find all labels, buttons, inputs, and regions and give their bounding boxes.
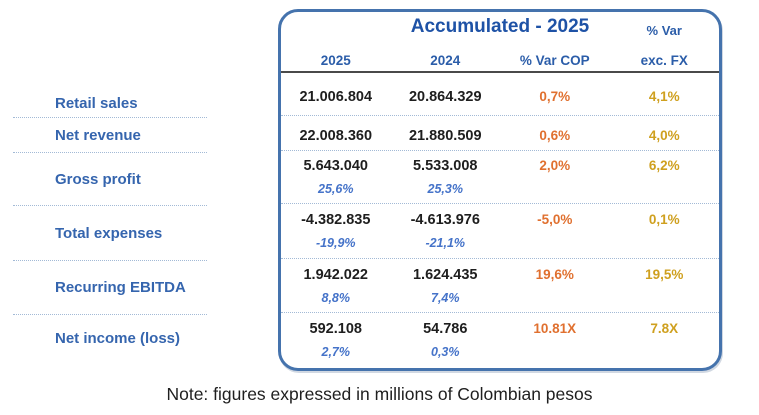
- row-label-gross-profit: Gross profit: [13, 153, 207, 206]
- footnote: Note: figures expressed in millions of C…: [166, 384, 593, 404]
- net-revenue-2024: 21.880.509: [408, 128, 482, 144]
- gross-profit-2025-pct: 25,6%: [318, 182, 354, 196]
- col-header-2025: 2025: [320, 53, 351, 68]
- retail-sales-var-fx: 4,1%: [648, 89, 680, 104]
- table-header: Accumulated - 2025 % Var 2025 2024 % Var…: [281, 12, 719, 73]
- retail-sales-2024: 20.864.329: [408, 89, 482, 105]
- col-header-var-fx-line1: % Var: [646, 23, 682, 38]
- row-label-net-income: Net income (loss): [55, 330, 181, 347]
- table-row-gross-profit: 5.643.040 25,6% 5.533.008 25,3% 2,0% 6,2…: [281, 151, 719, 204]
- table-row-net-income: 592.108 2,7% 54.786 0,3% 10.81X 7.8X: [281, 313, 719, 366]
- net-income-var-cop: 10.81X: [533, 320, 577, 336]
- net-income-2025-pct: 2,7%: [321, 344, 351, 359]
- gross-profit-var-cop: 2,0%: [539, 158, 571, 173]
- gross-profit-2024: 5.533.008: [412, 158, 478, 174]
- column-headers-row: 2025 2024 % Var COP exc. FX: [281, 53, 719, 68]
- gross-profit-2024-pct: 25,3%: [427, 182, 463, 196]
- table-title: Accumulated - 2025: [410, 16, 590, 37]
- net-income-2024: 54.786: [423, 320, 468, 337]
- table-row-net-revenue: 22.008.360 21.880.509 0,6% 4,0%: [281, 116, 719, 151]
- recurring-ebitda-var-cop: 19,6%: [535, 266, 574, 282]
- accumulated-table: Accumulated - 2025 % Var 2025 2024 % Var…: [278, 9, 722, 371]
- row-labels-column: Retail sales Net revenue Gross profit To…: [13, 90, 207, 362]
- total-expenses-var-fx: 0,1%: [648, 212, 680, 227]
- net-income-2024-pct: 0,3%: [431, 344, 460, 359]
- recurring-ebitda-var-fx: 19,5%: [645, 266, 684, 282]
- col-header-var-fx-line2: exc. FX: [640, 53, 688, 68]
- col-header-2024: 2024: [430, 53, 461, 68]
- recurring-ebitda-2025-pct: 8,8%: [321, 290, 351, 305]
- table-row-recurring-ebitda: 1.942.022 8,8% 1.624.435 7,4% 19,6% 19,5…: [281, 259, 719, 313]
- retail-sales-var-cop: 0,7%: [539, 89, 571, 104]
- recurring-ebitda-2024: 1.624.435: [412, 266, 478, 283]
- total-expenses-2024: -4.613.976: [410, 212, 480, 228]
- row-label-recurring-ebitda: Recurring EBITDA: [13, 261, 207, 315]
- net-income-2025: 592.108: [309, 320, 362, 337]
- row-label-net-revenue: Net revenue: [13, 118, 207, 153]
- row-label-retail-sales: Retail sales: [13, 90, 207, 118]
- gross-profit-2025: 5.643.040: [303, 158, 368, 174]
- gross-profit-var-fx: 6,2%: [648, 158, 680, 173]
- net-income-var-fx: 7.8X: [650, 320, 679, 336]
- table-body: 21.006.804 20.864.329 0,7% 4,1% 22.008.3…: [281, 73, 719, 366]
- net-revenue-var-fx: 4,0%: [648, 128, 680, 143]
- total-expenses-2025-pct: -19,9%: [315, 236, 356, 250]
- net-revenue-var-cop: 0,6%: [539, 128, 571, 143]
- net-revenue-2025: 22.008.360: [299, 128, 373, 144]
- retail-sales-2025: 21.006.804: [299, 89, 373, 105]
- total-expenses-2024-pct: -21,1%: [425, 236, 466, 250]
- recurring-ebitda-2025: 1.942.022: [303, 266, 368, 283]
- total-expenses-2025: -4.382.835: [301, 212, 371, 228]
- col-header-var-cop: % Var COP: [519, 53, 590, 68]
- recurring-ebitda-2024-pct: 7,4%: [431, 290, 460, 305]
- row-label-total-expenses: Total expenses: [13, 206, 207, 261]
- total-expenses-var-cop: -5,0%: [537, 212, 573, 227]
- table-row-retail-sales: 21.006.804 20.864.329 0,7% 4,1%: [281, 73, 719, 116]
- table-row-total-expenses: -4.382.835 -19,9% -4.613.976 -21,1% -5,0…: [281, 204, 719, 259]
